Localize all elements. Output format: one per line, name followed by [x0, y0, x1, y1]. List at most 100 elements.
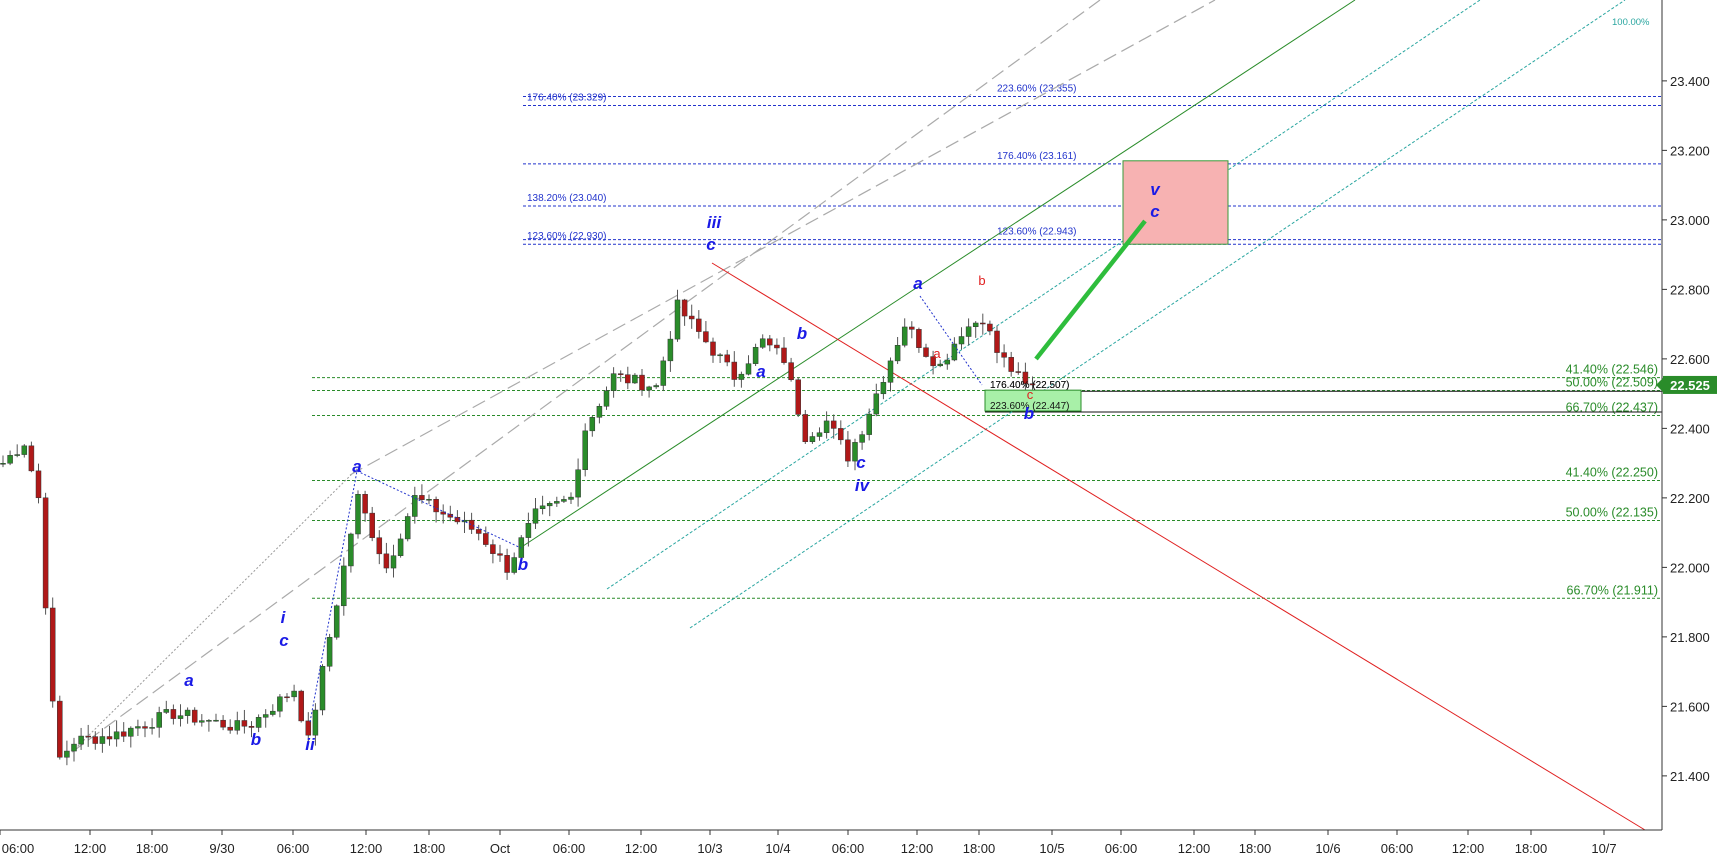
- time-axis-label: 06:00: [277, 841, 310, 856]
- wave-label: iv: [855, 476, 871, 495]
- candle-body: [419, 495, 425, 500]
- candle: [475, 524, 482, 541]
- candle: [461, 511, 468, 533]
- time-axis-label: 12:00: [1178, 841, 1211, 856]
- candle-body: [937, 363, 943, 367]
- candle: [511, 552, 517, 575]
- candle: [646, 385, 652, 398]
- candle: [270, 704, 276, 717]
- candle-body: [149, 727, 155, 729]
- wave-label: b: [1024, 404, 1034, 423]
- candle: [1008, 351, 1014, 377]
- candle: [483, 526, 489, 547]
- time-axis-label: 12:00: [625, 841, 658, 856]
- candle: [923, 343, 929, 358]
- candle: [681, 298, 688, 326]
- candle-body: [241, 720, 248, 727]
- candle: [774, 338, 780, 355]
- candle-body: [873, 393, 880, 415]
- candle: [667, 331, 674, 372]
- price-axis-label: 23.200: [1670, 143, 1710, 158]
- wave-label: a: [352, 457, 361, 476]
- candle: [1015, 362, 1022, 375]
- candle: [1029, 376, 1036, 390]
- time-axis-label: 18:00: [413, 841, 446, 856]
- price-axis-label: 22.000: [1670, 560, 1710, 575]
- fib-level-label: 223.60% (22.447): [990, 401, 1070, 412]
- time-axis-label: 06:00: [832, 841, 865, 856]
- candle: [838, 420, 844, 445]
- candle-body: [568, 496, 574, 500]
- time-axis-label: 10/3: [697, 841, 722, 856]
- candle: [958, 327, 965, 350]
- candle-body: [724, 354, 730, 363]
- candle-body: [14, 454, 20, 456]
- time-axis-label: 06:00: [2, 841, 35, 856]
- candle-body: [206, 720, 212, 722]
- candle-body: [859, 434, 865, 443]
- candle-body: [554, 501, 560, 504]
- price-axis-label: 23.400: [1670, 74, 1710, 89]
- candle-body: [106, 736, 113, 740]
- wave-label: a: [913, 274, 922, 293]
- wave-label: c: [279, 631, 289, 650]
- candle: [341, 557, 347, 616]
- candle-body: [774, 344, 780, 349]
- time-axis-label: 18:00: [1515, 841, 1548, 856]
- fib-level-label: 41.40% (22.546): [1566, 363, 1658, 377]
- candle-body: [688, 315, 695, 320]
- price-axis-label: 22.200: [1670, 491, 1710, 506]
- candle-body: [28, 445, 35, 472]
- price-axis-label: 22.400: [1670, 421, 1710, 436]
- candle: [21, 444, 28, 458]
- candle: [184, 707, 191, 724]
- candle-body: [85, 735, 91, 738]
- candle-body: [795, 379, 801, 415]
- candle-body: [561, 499, 567, 502]
- candle: [674, 289, 681, 342]
- candle-body: [291, 690, 297, 698]
- candle-body: [717, 354, 723, 357]
- candle-body: [767, 338, 773, 346]
- candle-body: [319, 666, 326, 711]
- fib-level-label: 50.00% (22.135): [1566, 505, 1658, 519]
- channel-line-green: [519, 0, 1356, 549]
- candle-body: [312, 709, 319, 736]
- candle: [0, 455, 6, 468]
- candle-body: [987, 323, 993, 332]
- candle-body: [944, 359, 951, 365]
- candle-body: [383, 553, 390, 569]
- candle: [937, 359, 943, 368]
- candle: [92, 731, 99, 750]
- time-axis-label: 10/7: [1591, 841, 1616, 856]
- candle: [412, 486, 418, 524]
- candle: [42, 492, 49, 615]
- time-axis-label: Oct: [490, 841, 511, 856]
- candle: [965, 318, 972, 346]
- candle: [987, 320, 993, 336]
- wave-label: b: [978, 273, 985, 288]
- time-axis-label: 12:00: [901, 841, 934, 856]
- candle: [333, 604, 340, 640]
- candle: [355, 490, 361, 539]
- candle: [326, 633, 333, 672]
- candle-body: [163, 709, 170, 713]
- candle-body: [191, 709, 198, 723]
- candle: [603, 386, 610, 410]
- candle: [291, 684, 297, 702]
- candle: [1001, 344, 1007, 368]
- candle-body: [838, 428, 844, 441]
- candle: [639, 368, 645, 396]
- candle: [7, 450, 13, 466]
- channel-line-grey-dashed: [71, 0, 1101, 753]
- candle: [199, 714, 205, 727]
- candle: [525, 512, 532, 547]
- candle: [149, 718, 155, 735]
- candle-body: [128, 727, 134, 737]
- fib-level-label: 123.60% (22.930): [527, 231, 607, 242]
- candle-body: [972, 322, 979, 327]
- candle-body: [71, 743, 77, 752]
- trend-lines: 100.00%: [71, 0, 1650, 831]
- candle: [845, 431, 851, 467]
